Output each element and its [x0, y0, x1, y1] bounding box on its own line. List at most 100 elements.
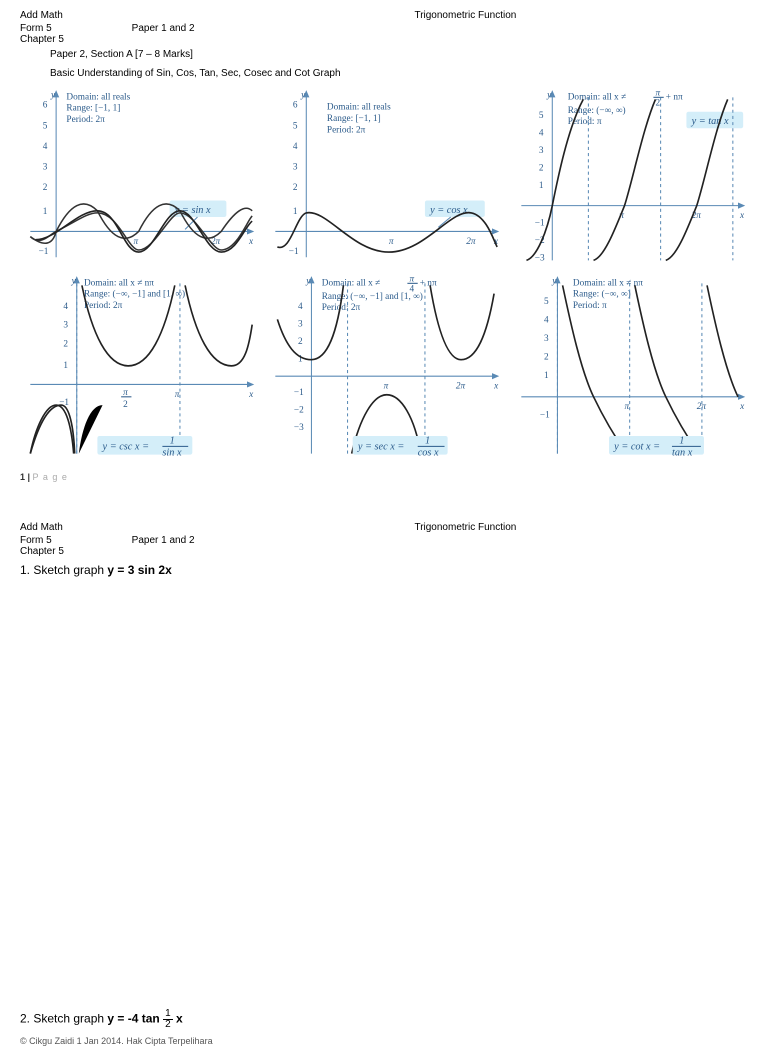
graph-sec: Domain: all x ≠ π 4 + nπ Range: (−∞, −1]…	[265, 273, 502, 462]
subject-label: Add Math	[20, 10, 63, 21]
svg-text:x: x	[739, 403, 745, 413]
svg-text:1: 1	[170, 436, 175, 447]
svg-text:2: 2	[544, 353, 549, 363]
svg-text:−1: −1	[39, 247, 49, 257]
svg-text:2: 2	[655, 99, 660, 109]
svg-text:sin x: sin x	[162, 448, 182, 459]
form-label: Form 5	[20, 23, 52, 34]
svg-text:x: x	[493, 382, 499, 392]
svg-text:−3: −3	[294, 423, 304, 433]
svg-text:2: 2	[298, 338, 303, 348]
svg-text:4: 4	[298, 303, 303, 313]
svg-text:π: π	[655, 88, 660, 98]
svg-text:−3: −3	[534, 253, 544, 262]
page-number: 1 | P a g e	[20, 472, 748, 482]
svg-text:−1: −1	[289, 247, 299, 257]
svg-text:1: 1	[539, 181, 544, 191]
svg-text:π: π	[384, 382, 389, 392]
svg-text:y: y	[50, 90, 56, 100]
svg-text:2π: 2π	[467, 237, 477, 247]
svg-text:5: 5	[43, 121, 48, 131]
svg-text:2: 2	[293, 183, 298, 193]
svg-text:π: π	[134, 237, 139, 247]
svg-text:π: π	[175, 390, 180, 400]
svg-text:2π: 2π	[456, 382, 466, 392]
svg-text:2π: 2π	[211, 237, 221, 247]
svg-text:x: x	[739, 211, 745, 221]
svg-text:3: 3	[63, 321, 68, 331]
svg-text:−1: −1	[540, 411, 550, 421]
svg-text:6: 6	[43, 101, 48, 111]
svg-text:y: y	[306, 277, 312, 287]
question-2: 2. Sketch graph y = -4 tan 12 x	[20, 1009, 748, 1030]
svg-text:x: x	[248, 237, 254, 247]
svg-text:2: 2	[539, 164, 544, 174]
svg-text:Range: [−1, 1]: Range: [−1, 1]	[66, 104, 120, 114]
svg-text:Range: (−∞, −1] and [1, ∞): Range: (−∞, −1] and [1, ∞)	[84, 290, 185, 300]
svg-text:2: 2	[63, 340, 68, 350]
question-1: 1. Sketch graph y = 3 sin 2x	[20, 563, 748, 577]
svg-text:Range: (−∞, −1] and [1, ∞): Range: (−∞, −1] and [1, ∞)	[322, 292, 423, 302]
svg-text:3: 3	[43, 163, 48, 173]
svg-text:Period: 2π: Period: 2π	[66, 115, 105, 125]
svg-text:Domain: all reals: Domain: all reals	[66, 92, 130, 102]
svg-text:y: y	[546, 90, 552, 100]
svg-text:1: 1	[544, 372, 549, 382]
graphs-grid: Domain: all reals Range: [−1, 1] Period:…	[20, 87, 748, 462]
svg-text:Period: 2π: Period: 2π	[84, 301, 123, 311]
svg-text:4: 4	[539, 128, 544, 138]
svg-text:2: 2	[123, 401, 128, 411]
graph-cot: Domain: all x ≠ nπ Range: (−∞, ∞) Period…	[511, 273, 748, 462]
graph-sin: Domain: all reals Range: [−1, 1] Period:…	[20, 87, 257, 265]
svg-text:Domain: all x ≠ nπ: Domain: all x ≠ nπ	[573, 279, 643, 289]
svg-text:4: 4	[43, 142, 48, 152]
svg-text:−1: −1	[294, 388, 304, 398]
topic-label: Trigonometric Function	[183, 10, 748, 21]
svg-text:y = cot x =: y = cot x =	[613, 442, 660, 453]
svg-text:y: y	[300, 90, 306, 100]
paper-label-2: Paper 1 and 2	[132, 535, 195, 546]
svg-text:cos x: cos x	[418, 448, 439, 459]
svg-text:x: x	[248, 390, 254, 400]
svg-text:Period: 2π: Period: 2π	[327, 125, 366, 135]
chapter-label: Chapter 5	[20, 34, 748, 45]
svg-text:6: 6	[293, 101, 298, 111]
svg-text:1: 1	[425, 436, 430, 447]
paper-label: Paper 1 and 2	[132, 23, 195, 34]
subtitle: Basic Understanding of Sin, Cos, Tan, Se…	[50, 68, 748, 79]
svg-text:Range: [−1, 1]: Range: [−1, 1]	[327, 114, 381, 124]
svg-text:tan x: tan x	[672, 448, 693, 459]
svg-text:−2: −2	[294, 406, 304, 416]
svg-text:y = tan x: y = tan x	[690, 116, 728, 127]
svg-text:5: 5	[544, 297, 549, 307]
svg-text:π: π	[389, 237, 394, 247]
svg-text:y: y	[71, 277, 77, 287]
svg-text:4: 4	[544, 316, 549, 326]
svg-text:y = sec x =: y = sec x =	[357, 442, 404, 453]
svg-text:3: 3	[539, 146, 544, 156]
svg-text:2: 2	[43, 183, 48, 193]
svg-text:3: 3	[293, 163, 298, 173]
svg-text:Period: π: Period: π	[573, 301, 607, 311]
svg-text:+ nπ: + nπ	[420, 279, 437, 289]
copyright: © Cikgu Zaidi 1 Jan 2014. Hak Cipta Terp…	[20, 1036, 748, 1046]
svg-text:1: 1	[43, 207, 48, 217]
svg-text:5: 5	[293, 121, 298, 131]
svg-text:4: 4	[63, 303, 68, 313]
svg-text:4: 4	[293, 142, 298, 152]
section-title: Paper 2, Section A [7 – 8 Marks]	[50, 49, 748, 60]
graph-csc: Domain: all x ≠ nπ Range: (−∞, −1] and […	[20, 273, 257, 462]
svg-text:5: 5	[539, 111, 544, 121]
graph-cos: Domain: all reals Range: [−1, 1] Period:…	[265, 87, 502, 265]
svg-text:y: y	[551, 277, 557, 287]
svg-text:3: 3	[298, 320, 303, 330]
form-label-2: Form 5	[20, 535, 52, 546]
svg-text:Range: (−∞, ∞): Range: (−∞, ∞)	[573, 290, 631, 300]
svg-text:π: π	[410, 275, 415, 285]
svg-text:+ nπ: + nπ	[665, 92, 682, 102]
svg-text:1: 1	[63, 361, 68, 371]
topic-label-2: Trigonometric Function	[183, 522, 748, 533]
svg-text:3: 3	[544, 335, 549, 345]
svg-text:1: 1	[293, 207, 298, 217]
svg-text:Domain: all x ≠: Domain: all x ≠	[322, 279, 380, 289]
